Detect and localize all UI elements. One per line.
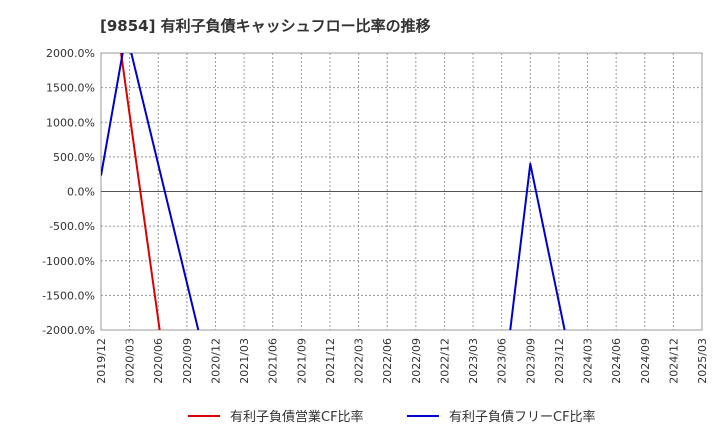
x-tick-label: 2022/06 [381,338,394,384]
x-tick-label: 2023/09 [524,338,537,384]
y-tick-label: 1500.0% [46,82,95,95]
x-tick-label: 2022/09 [410,338,423,384]
y-axis-tick-labels: 2000.0% 1500.0% 1000.0% 500.0% 0.0% -500.0% -1… [42,47,95,337]
x-tick-label: 2025/03 [696,338,709,384]
y-tick-label: 500.0% [53,151,95,164]
x-tick-label: 2024/03 [582,338,595,384]
x-axis-tick-labels: 2019/12 2020/03 2020/06 2020/09 2020/12 2021/… [95,338,709,384]
x-tick-label: 2022/12 [438,338,451,384]
series-line-0 [120,53,161,330]
x-tick-label: 2021/06 [267,338,280,384]
y-tick-label: -2000.0% [42,324,95,337]
legend-label-0: 有利子負債営業CF比率 [230,409,364,425]
x-tick-label: 2021/09 [295,338,308,384]
y-tick-label: 0.0% [67,186,95,199]
x-tick-label: 2020/03 [124,338,137,384]
y-tick-label: 1000.0% [46,116,95,129]
legend: 有利子負債営業CF比率 有利子負債フリーCF比率 [188,409,596,425]
grid-lines [101,53,702,330]
x-tick-label: 2020/06 [152,338,165,384]
series-line-1 [101,53,200,330]
x-tick-label: 2021/12 [324,338,337,384]
x-tick-label: 2020/12 [209,338,222,384]
x-tick-label: 2023/03 [467,338,480,384]
chart-title: [9854] 有利子負債キャッシュフロー比率の推移 [100,17,431,35]
y-tick-label: -1000.0% [42,255,95,268]
x-tick-label: 2021/03 [238,338,251,384]
series-line-1 [509,162,566,330]
y-tick-label: -1500.0% [42,289,95,302]
x-tick-label: 2024/09 [639,338,652,384]
y-tick-label: -500.0% [49,220,95,233]
x-tick-label: 2023/12 [553,338,566,384]
x-tick-label: 2023/06 [496,338,509,384]
x-tick-label: 2019/12 [95,338,108,384]
x-tick-label: 2020/09 [181,338,194,384]
y-tick-label: 2000.0% [46,47,95,60]
x-tick-label: 2024/06 [610,338,623,384]
x-tick-label: 2024/12 [667,338,680,384]
series-lines [101,53,566,330]
legend-label-1: 有利子負債フリーCF比率 [449,409,596,425]
x-tick-label: 2022/03 [353,338,366,384]
